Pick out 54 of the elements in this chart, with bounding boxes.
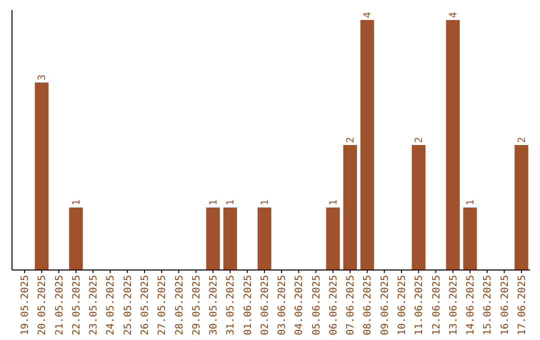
x-tick-label: 28.05.2025 (174, 275, 186, 336)
x-tick-label: 12.06.2025 (431, 275, 442, 336)
data-label: 4 (362, 12, 374, 18)
x-tick-label: 14.06.2025 (466, 275, 477, 336)
x-tick-label: 09.06.2025 (380, 275, 391, 336)
x-tick-label: 22.05.2025 (71, 275, 82, 336)
data-label: 1 (260, 199, 271, 206)
x-tick-label: 08.06.2025 (362, 275, 374, 336)
bar (514, 145, 528, 270)
data-label: 1 (71, 199, 82, 206)
bar (412, 145, 426, 270)
x-tick-label: 16.06.2025 (500, 275, 511, 336)
bar (463, 208, 477, 270)
bar (360, 20, 374, 270)
x-tick-label: 07.06.2025 (346, 275, 357, 336)
x-tick-label: 31.05.2025 (226, 275, 237, 336)
x-tick-label: 01.06.2025 (242, 275, 254, 336)
x-tick-label: 24.05.2025 (106, 275, 117, 336)
data-label: 3 (37, 74, 48, 80)
x-tick-label: 21.05.2025 (54, 275, 66, 336)
x-tick-label: 27.05.2025 (157, 275, 168, 336)
bar (69, 208, 83, 270)
data-label: 1 (328, 199, 340, 206)
data-label: 2 (516, 136, 528, 143)
x-tick-label: 11.06.2025 (414, 275, 426, 336)
x-tick-label: 05.06.2025 (311, 275, 322, 336)
bar (258, 208, 272, 270)
x-tick-label: 25.05.2025 (122, 275, 134, 336)
x-tick-label: 10.06.2025 (397, 275, 408, 336)
x-tick-label: 02.06.2025 (260, 275, 271, 336)
x-tick-label: 30.05.2025 (208, 275, 220, 336)
x-tick-label: 26.05.2025 (140, 275, 151, 336)
data-label: 4 (448, 12, 460, 18)
data-label: 2 (346, 136, 357, 143)
data-label: 1 (208, 199, 220, 206)
bar (343, 145, 357, 270)
x-tick-label: 03.06.2025 (277, 275, 288, 336)
x-tick-label: 15.06.2025 (482, 275, 494, 336)
bar (326, 208, 340, 270)
bar (223, 208, 238, 270)
x-tick-label: 29.05.2025 (191, 275, 202, 336)
data-label: 2 (414, 136, 426, 143)
x-tick-label: 04.06.2025 (294, 275, 306, 336)
x-tick-label: 13.06.2025 (448, 275, 460, 336)
data-label: 1 (226, 199, 237, 206)
bar (206, 208, 220, 270)
x-tick-label: 20.05.2025 (37, 275, 48, 336)
x-tick-label: 23.05.2025 (88, 275, 100, 336)
bar (446, 20, 460, 270)
x-tick-label: 19.05.2025 (20, 275, 32, 336)
data-label: 1 (466, 199, 477, 206)
bar (34, 82, 49, 270)
x-tick-label: 06.06.2025 (328, 275, 340, 336)
x-tick-label: 17.06.2025 (516, 275, 528, 336)
